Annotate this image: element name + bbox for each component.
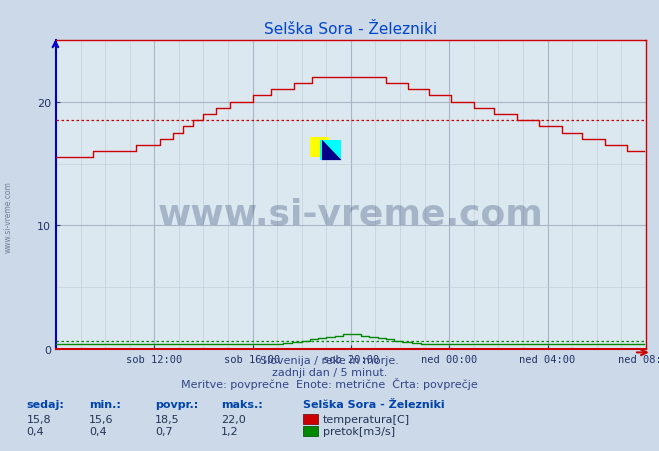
Text: 22,0: 22,0 [221, 414, 246, 423]
Text: www.si-vreme.com: www.si-vreme.com [3, 180, 13, 253]
Text: povpr.:: povpr.: [155, 399, 198, 409]
FancyBboxPatch shape [320, 140, 341, 161]
Text: pretok[m3/s]: pretok[m3/s] [323, 426, 395, 436]
Text: 0,4: 0,4 [26, 426, 44, 436]
Title: Selška Sora - Železniki: Selška Sora - Železniki [264, 22, 438, 37]
Text: min.:: min.: [89, 399, 121, 409]
Text: sedaj:: sedaj: [26, 399, 64, 409]
Text: Selška Sora - Železniki: Selška Sora - Železniki [303, 399, 445, 409]
Text: 0,7: 0,7 [155, 426, 173, 436]
Text: 18,5: 18,5 [155, 414, 179, 423]
Text: 1,2: 1,2 [221, 426, 239, 436]
Text: Meritve: povprečne  Enote: metrične  Črta: povprečje: Meritve: povprečne Enote: metrične Črta:… [181, 377, 478, 389]
FancyBboxPatch shape [310, 138, 329, 158]
Text: 15,6: 15,6 [89, 414, 113, 423]
Text: 0,4: 0,4 [89, 426, 107, 436]
Text: www.si-vreme.com: www.si-vreme.com [158, 197, 544, 230]
Text: zadnji dan / 5 minut.: zadnji dan / 5 minut. [272, 367, 387, 377]
Text: maks.:: maks.: [221, 399, 262, 409]
Polygon shape [322, 140, 341, 161]
Text: temperatura[C]: temperatura[C] [323, 414, 410, 423]
Text: Slovenija / reke in morje.: Slovenija / reke in morje. [260, 355, 399, 365]
Text: 15,8: 15,8 [26, 414, 51, 423]
